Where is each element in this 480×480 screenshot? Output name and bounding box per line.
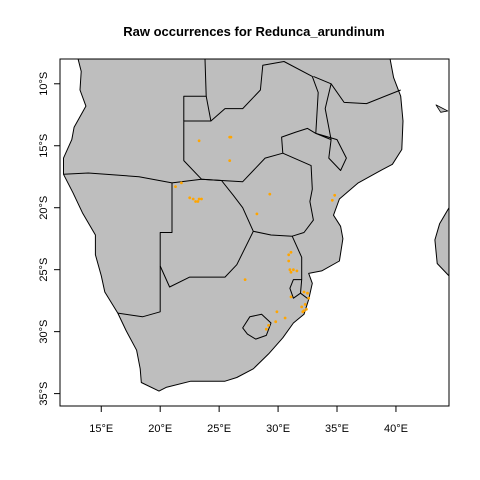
- occurrence-point-9: [197, 197, 201, 201]
- occurrence-point-17: [289, 250, 293, 254]
- occurrence-point-30: [305, 307, 308, 311]
- occurrence-point-15: [255, 212, 259, 216]
- occurrence-point-2: [229, 135, 233, 139]
- occurrence-point-35: [274, 320, 278, 324]
- y-tick-label-5: 35°S: [38, 382, 50, 406]
- country-border-8: [324, 83, 401, 140]
- occurrence-point-4: [174, 185, 177, 189]
- occurrence-point-11: [188, 196, 192, 200]
- map-plot-area: [63, 59, 449, 392]
- country-borders: [63, 59, 401, 318]
- occurrence-point-16: [287, 253, 291, 257]
- occurrence-point-13: [333, 193, 337, 197]
- country-border-6: [281, 127, 347, 171]
- map-title: Raw occurrences for Redunca_arundinum: [123, 24, 385, 39]
- occurrence-point-10: [200, 197, 203, 201]
- madagascar-landmass: [434, 207, 449, 277]
- occurrence-point-32: [301, 310, 305, 314]
- y-tick-label-0: 10°S: [38, 72, 50, 96]
- country-border-9: [313, 75, 332, 85]
- comoros-islands: [435, 104, 449, 113]
- occurrence-point-7: [194, 200, 198, 203]
- occurrence-point-3: [228, 159, 232, 163]
- occurrence-point-12: [268, 192, 272, 196]
- y-tick-label-4: 30°S: [38, 320, 50, 344]
- occurrence-point-27: [289, 295, 293, 299]
- occurrence-point-20: [292, 268, 295, 272]
- occurrence-point-8: [196, 200, 200, 203]
- y-tick-label-3: 25°S: [38, 258, 50, 282]
- occurrence-point-6: [191, 197, 195, 201]
- lesotho-border: [242, 313, 272, 340]
- y-tick-label-1: 15°S: [38, 134, 50, 158]
- country-border-5: [221, 152, 314, 237]
- occurrence-point-0: [197, 139, 201, 143]
- occurrence-point-18: [287, 259, 291, 263]
- country-border-3: [221, 180, 310, 300]
- occurrence-points: [174, 135, 337, 331]
- x-tick-label-1: 20°E: [148, 423, 172, 435]
- occurrence-point-23: [243, 278, 247, 281]
- occurrence-point-29: [300, 305, 304, 309]
- southern-africa-landmass: [63, 59, 404, 392]
- occurrence-point-19: [288, 268, 292, 272]
- x-axis: 15°E 20°E 25°E 30°E 35°E 40°E: [89, 406, 408, 435]
- occurrence-point-36: [267, 324, 270, 327]
- y-tick-label-2: 20°S: [38, 196, 50, 220]
- country-border-7: [210, 61, 319, 134]
- plot-frame: [59, 58, 450, 407]
- occurrence-point-21: [295, 269, 299, 273]
- x-tick-label-5: 40°E: [384, 423, 408, 435]
- x-tick-label-3: 30°E: [266, 423, 290, 435]
- occurrence-point-26: [307, 296, 311, 300]
- country-border-10: [183, 59, 207, 121]
- x-tick-label-0: 15°E: [89, 423, 113, 435]
- country-border-4: [159, 231, 254, 288]
- occurrence-point-33: [275, 310, 279, 314]
- occurrence-point-25: [306, 291, 309, 295]
- country-border-1: [63, 172, 222, 184]
- occurrence-point-22: [289, 270, 293, 274]
- occurrence-point-28: [303, 303, 307, 306]
- occurrence-point-34: [283, 316, 287, 320]
- y-axis: 10°S 15°S 20°S 25°S 30°S 35°S: [38, 72, 60, 406]
- occurrence-point-24: [302, 290, 306, 294]
- occurrence-point-5: [180, 181, 183, 185]
- x-tick-label-4: 35°E: [325, 423, 349, 435]
- x-tick-label-2: 25°E: [207, 423, 231, 435]
- occurrence-point-14: [330, 198, 334, 202]
- occurrence-point-37: [264, 327, 268, 331]
- country-border-11: [289, 279, 302, 299]
